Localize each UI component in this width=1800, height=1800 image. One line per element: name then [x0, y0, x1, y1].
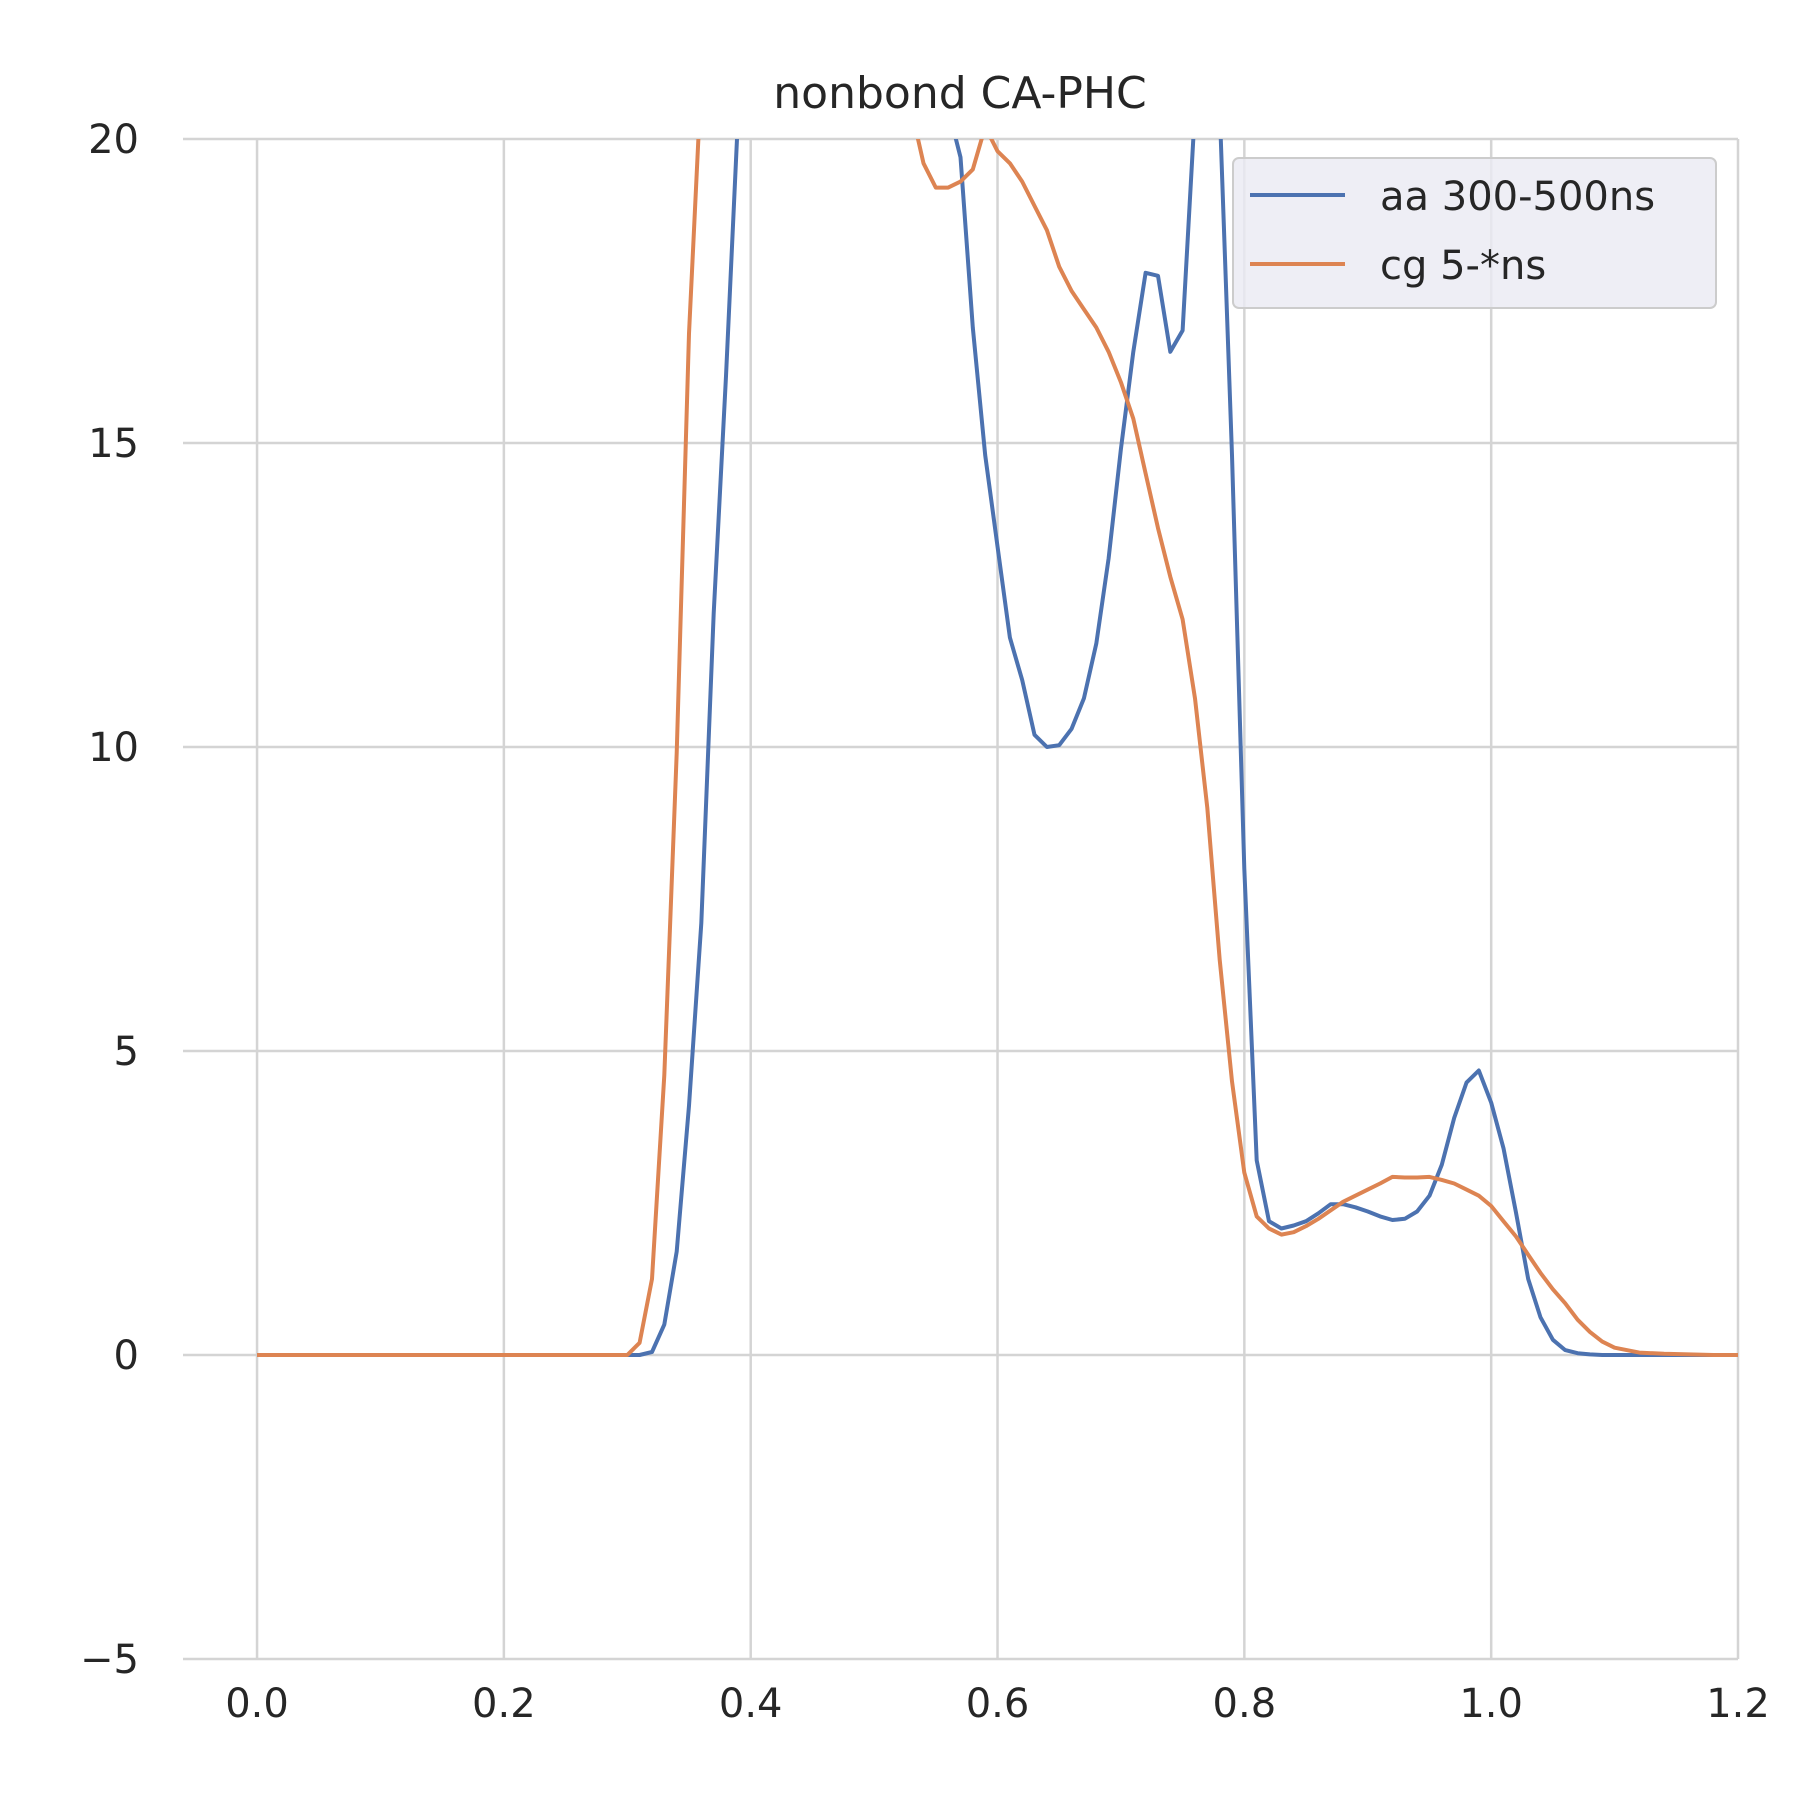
legend: aa 300-500ns cg 5-*ns [1232, 157, 1717, 309]
x-tick-label: 0.6 [966, 1681, 1030, 1727]
legend-box [1232, 157, 1717, 309]
series-lines [257, 139, 1738, 1357]
y-tick-label: 0 [114, 1333, 139, 1379]
x-tick-label: 0.4 [719, 1681, 783, 1727]
y-tick-label: 20 [88, 117, 139, 163]
y-tick-label: −5 [80, 1637, 139, 1683]
y-tick-label: 15 [88, 421, 139, 467]
chart-title: nonbond CA-PHC [773, 68, 1146, 119]
legend-label-aa: aa 300-500ns [1380, 174, 1655, 220]
y-tick-labels: −5 0 5 10 15 20 [80, 117, 139, 1683]
plot-background [183, 139, 1738, 1659]
x-tick-labels: 0.0 0.2 0.4 0.6 0.8 1.0 1.2 [225, 1681, 1770, 1727]
x-tick-label: 0.0 [225, 1681, 289, 1727]
y-tick-label: 5 [114, 1029, 139, 1075]
series-line-cg [257, 139, 1738, 1357]
x-tick-label: 1.0 [1459, 1681, 1523, 1727]
series-line-aa [257, 139, 1738, 1357]
legend-label-cg: cg 5-*ns [1380, 243, 1546, 289]
y-grid-lines [183, 137, 1738, 1661]
x-tick-label: 0.8 [1213, 1681, 1277, 1727]
x-tick-label: 1.2 [1706, 1681, 1770, 1727]
y-tick-label: 10 [88, 725, 139, 771]
x-tick-label: 0.2 [472, 1681, 536, 1727]
